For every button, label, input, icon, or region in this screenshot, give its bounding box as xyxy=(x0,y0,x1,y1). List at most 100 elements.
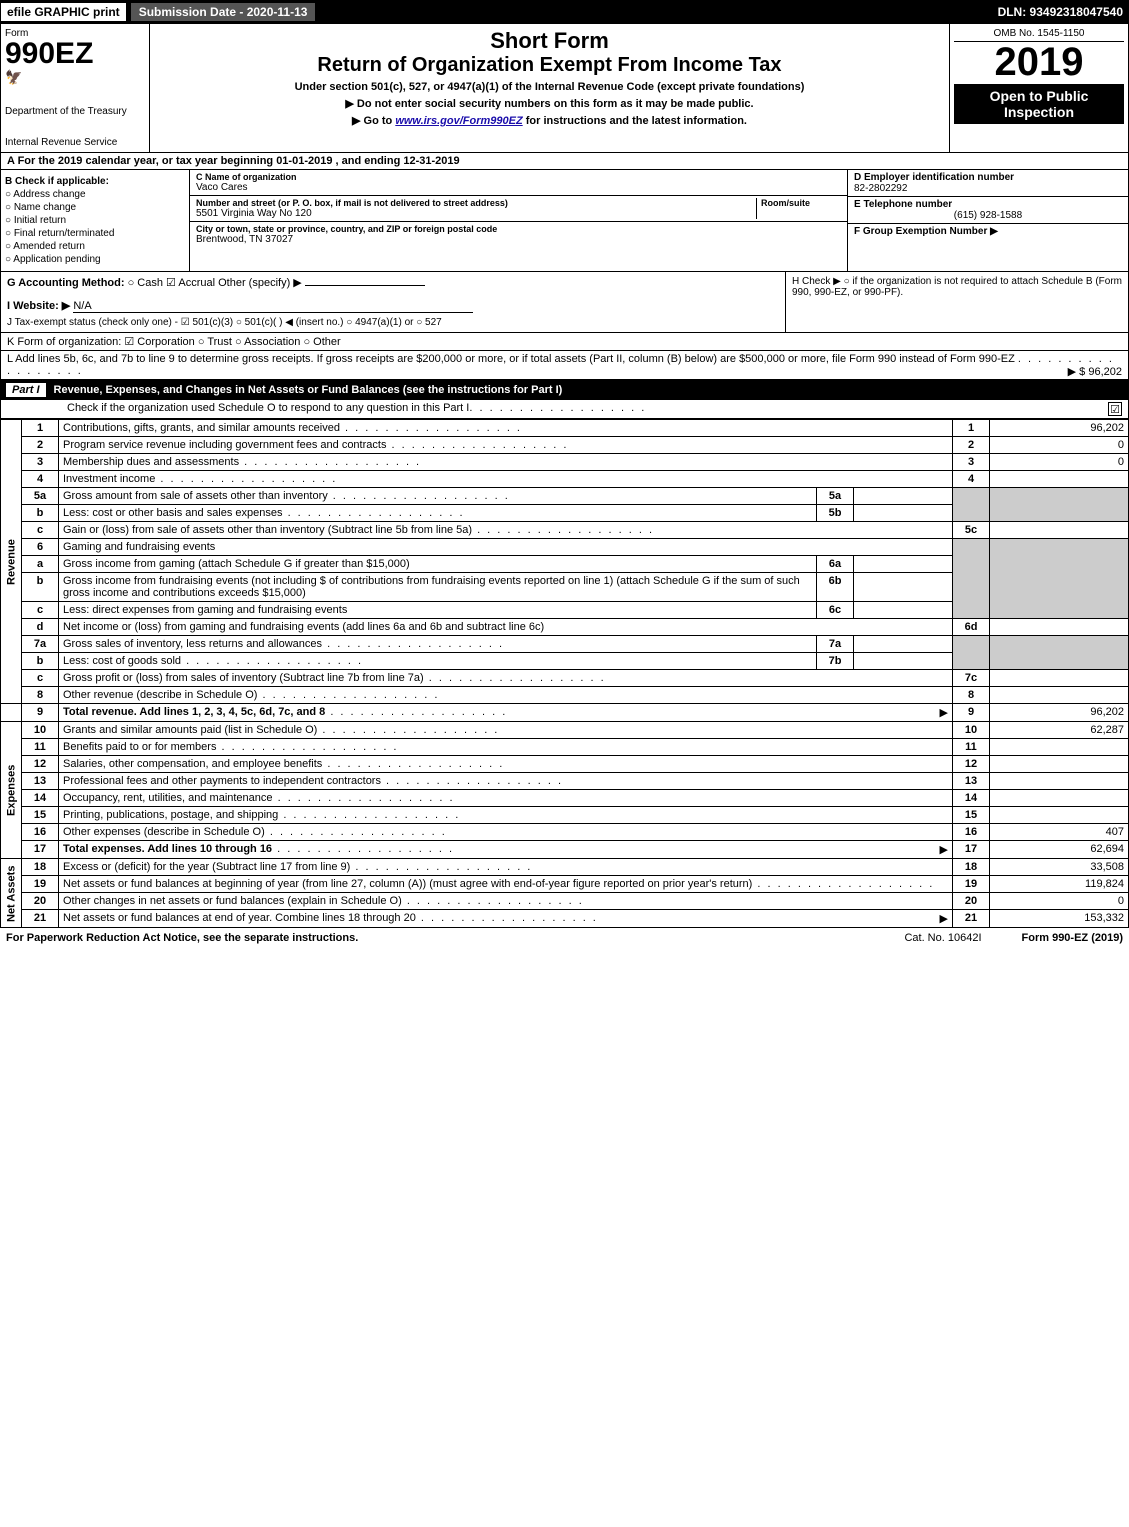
l7b-desc: Less: cost of goods sold xyxy=(63,655,181,667)
l15-ln: 15 xyxy=(953,807,990,824)
l21-no: 21 xyxy=(22,910,59,928)
grey-cell xyxy=(990,539,1129,619)
l19-no: 19 xyxy=(22,876,59,893)
box-e: E Telephone number (615) 928-1588 xyxy=(848,197,1128,224)
l18-ln: 18 xyxy=(953,859,990,876)
g-other[interactable]: Other (specify) ▶ xyxy=(218,277,302,289)
l15-desc: Printing, publications, postage, and shi… xyxy=(63,809,278,821)
chk-application-pending[interactable]: Application pending xyxy=(5,254,185,265)
chk-amended-return[interactable]: Amended return xyxy=(5,241,185,252)
l7c-amt xyxy=(990,670,1129,687)
l6d-desc: Net income or (loss) from gaming and fun… xyxy=(59,619,953,636)
l3-desc: Membership dues and assessments xyxy=(63,456,239,468)
box-l: L Add lines 5b, 6c, and 7b to line 9 to … xyxy=(0,351,1129,380)
header-right: OMB No. 1545-1150 2019 Open to Public In… xyxy=(950,24,1128,152)
l17-no: 17 xyxy=(22,841,59,859)
l6c-desc: Less: direct expenses from gaming and fu… xyxy=(59,602,817,619)
irs-label: Internal Revenue Service xyxy=(5,137,145,148)
l11-ln: 11 xyxy=(953,739,990,756)
ein-label: D Employer identification number xyxy=(854,172,1122,183)
part1-checkbox[interactable]: ☑ xyxy=(1108,402,1122,416)
chk-address-change[interactable]: Address change xyxy=(5,189,185,200)
l-amount: ▶ $ 96,202 xyxy=(1068,365,1122,378)
dots-icon xyxy=(283,507,465,519)
efile-label[interactable]: efile GRAPHIC print xyxy=(0,2,127,22)
l1-no: 1 xyxy=(22,420,59,437)
l11-amt xyxy=(990,739,1129,756)
dots-icon xyxy=(155,473,337,485)
g-accrual[interactable]: ☑ Accrual xyxy=(166,277,215,289)
l7b-no: b xyxy=(22,653,59,670)
room-suite-label: Room/suite xyxy=(761,198,841,208)
l12-desc: Salaries, other compensation, and employ… xyxy=(63,758,322,770)
box-f: F Group Exemption Number ▶ xyxy=(848,224,1128,239)
l20-no: 20 xyxy=(22,893,59,910)
footer-right: Form 990-EZ (2019) xyxy=(1022,932,1123,944)
l6b-subval xyxy=(854,573,953,602)
l7a-subval xyxy=(854,636,953,653)
l13-ln: 13 xyxy=(953,773,990,790)
l16-ln: 16 xyxy=(953,824,990,841)
dots-icon xyxy=(239,456,421,468)
chk-initial-return[interactable]: Initial return xyxy=(5,215,185,226)
l18-no: 18 xyxy=(22,859,59,876)
l11-desc: Benefits paid to or for members xyxy=(63,741,216,753)
l14-ln: 14 xyxy=(953,790,990,807)
l18-desc: Excess or (deficit) for the year (Subtra… xyxy=(63,861,350,873)
l5a-subval xyxy=(854,488,953,505)
g-cash[interactable]: ○ Cash xyxy=(128,277,163,289)
l5a-no: 5a xyxy=(22,488,59,505)
g-other-input[interactable] xyxy=(305,285,425,286)
l21-desc: Net assets or fund balances at end of ye… xyxy=(63,912,416,924)
l9-desc: Total revenue. Add lines 1, 2, 3, 4, 5c,… xyxy=(63,706,325,718)
dots-icon xyxy=(424,672,606,684)
arrow-icon: ▶ xyxy=(940,912,948,925)
chk-name-change[interactable]: Name change xyxy=(5,202,185,213)
l5b-no: b xyxy=(22,505,59,522)
chk-final-return[interactable]: Final return/terminated xyxy=(5,228,185,239)
dots-icon xyxy=(325,706,507,718)
footer-mid: Cat. No. 10642I xyxy=(904,932,981,944)
l-text: L Add lines 5b, 6c, and 7b to line 9 to … xyxy=(7,353,1015,365)
arrow-icon: ▶ xyxy=(940,843,948,856)
header-left: Form 990EZ 🦅 Department of the Treasury … xyxy=(1,24,150,152)
l5a-desc: Gross amount from sale of assets other t… xyxy=(63,490,328,502)
financial-table: Revenue 1 Contributions, gifts, grants, … xyxy=(0,419,1129,928)
org-addr-label: Number and street (or P. O. box, if mail… xyxy=(196,198,756,208)
l20-desc: Other changes in net assets or fund bala… xyxy=(63,895,402,907)
block-ghij: G Accounting Method: ○ Cash ☑ Accrual Ot… xyxy=(0,272,1129,333)
dots-icon xyxy=(402,895,584,907)
l6b-no: b xyxy=(22,573,59,602)
l6-desc: Gaming and fundraising events xyxy=(59,539,953,556)
l5b-sub: 5b xyxy=(817,505,854,522)
irs-link[interactable]: www.irs.gov/Form990EZ xyxy=(395,115,522,127)
arrow-icon: ▶ xyxy=(940,706,948,719)
l7a-no: 7a xyxy=(22,636,59,653)
subtitle-link-row: ▶ Go to www.irs.gov/Form990EZ for instru… xyxy=(154,114,945,127)
l7a-sub: 7a xyxy=(817,636,854,653)
l11-no: 11 xyxy=(22,739,59,756)
part1-dots xyxy=(469,402,646,416)
dept-label: Department of the Treasury xyxy=(5,106,145,117)
h-text: H Check ▶ ○ if the organization is not r… xyxy=(792,276,1122,298)
top-bar: efile GRAPHIC print Submission Date - 20… xyxy=(0,0,1129,24)
l19-desc: Net assets or fund balances at beginning… xyxy=(63,878,752,890)
box-h: H Check ▶ ○ if the organization is not r… xyxy=(785,272,1128,332)
part1-number: Part I xyxy=(6,383,46,397)
tax-year: 2019 xyxy=(954,42,1124,82)
l17-amt: 62,694 xyxy=(990,841,1129,859)
l14-amt xyxy=(990,790,1129,807)
l9-amt: 96,202 xyxy=(990,704,1129,722)
org-addr-value: 5501 Virginia Way No 120 xyxy=(196,208,756,219)
l6c-subval xyxy=(854,602,953,619)
l15-no: 15 xyxy=(22,807,59,824)
phone-label: E Telephone number xyxy=(854,199,1122,210)
part1-subtitle-row: Check if the organization used Schedule … xyxy=(0,400,1129,419)
form-header: Form 990EZ 🦅 Department of the Treasury … xyxy=(0,24,1129,153)
dots-icon xyxy=(322,758,504,770)
l5b-subval xyxy=(854,505,953,522)
l18-amt: 33,508 xyxy=(990,859,1129,876)
l10-amt: 62,287 xyxy=(990,722,1129,739)
l8-ln: 8 xyxy=(953,687,990,704)
l9-no: 9 xyxy=(22,704,59,722)
